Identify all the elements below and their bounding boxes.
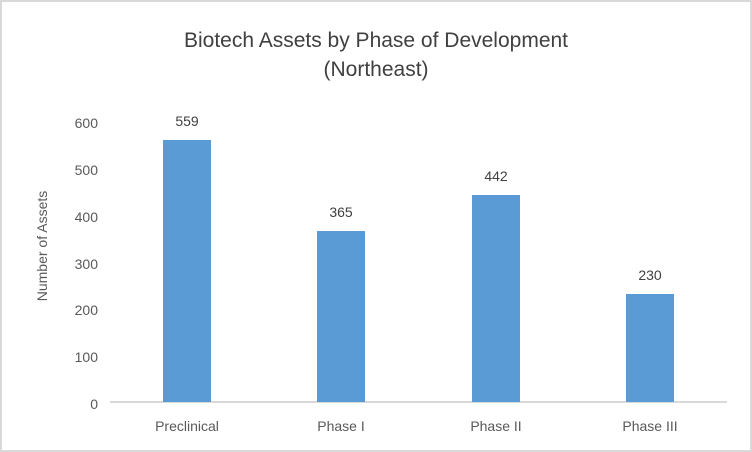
y-axis-tick-label: 500 <box>74 162 98 178</box>
x-axis-line <box>110 401 727 403</box>
bar-phase-iii <box>626 294 674 402</box>
x-axis-category-label: Phase I <box>317 418 365 434</box>
y-axis-tick-label: 400 <box>74 208 98 225</box>
x-axis-category-label: Preclinical <box>155 418 219 434</box>
x-axis-category-label: Phase III <box>622 418 678 434</box>
y-axis-tick-label: 0 <box>90 396 98 412</box>
chart-title-line2: (Northeast) <box>323 58 429 81</box>
y-axis-tick-label: 100 <box>74 349 98 366</box>
y-axis-tick-label: 600 <box>74 115 98 132</box>
chart-title: Biotech Assets by Phase of Development (… <box>2 26 750 84</box>
x-axis-category-label: Phase II <box>470 418 522 434</box>
y-axis-tick-label: 200 <box>74 302 98 319</box>
data-label: 442 <box>484 168 508 184</box>
y-axis-tick-label: 300 <box>74 255 98 272</box>
bar-phase-ii <box>472 195 520 402</box>
bar-preclinical <box>163 140 211 402</box>
data-label: 559 <box>175 113 199 129</box>
y-axis-title: Number of Assets <box>34 190 50 302</box>
bar-phase-i <box>317 231 365 402</box>
data-label: 365 <box>329 204 353 220</box>
chart-title-line1: Biotech Assets by Phase of Development <box>183 29 569 52</box>
data-label: 230 <box>638 267 662 283</box>
